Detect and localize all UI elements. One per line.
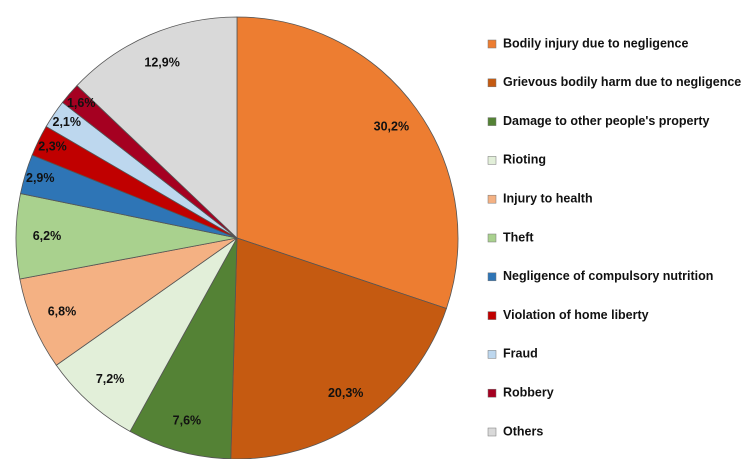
legend-label: Violation of home liberty bbox=[503, 308, 649, 322]
pie-slice bbox=[236, 16, 459, 310]
legend-swatch bbox=[487, 311, 497, 320]
data-label: 7,2% bbox=[96, 372, 125, 386]
legend-label: Theft bbox=[503, 230, 534, 244]
legend-swatch bbox=[487, 427, 497, 437]
data-label: 2,3% bbox=[38, 140, 67, 154]
legend-label: Injury to health bbox=[503, 191, 593, 205]
legend-label: Fraud bbox=[503, 347, 538, 361]
legend-label: Others bbox=[503, 424, 543, 438]
legend-swatch bbox=[487, 388, 497, 398]
data-label: 12,9% bbox=[144, 56, 179, 70]
data-label: 7,6% bbox=[173, 414, 202, 428]
legend-label: Rioting bbox=[503, 153, 546, 167]
pie-slice bbox=[76, 16, 238, 239]
legend-label: Robbery bbox=[503, 385, 554, 399]
data-label: 6,8% bbox=[48, 304, 77, 318]
legend-label: Grievous bodily harm due to negligence bbox=[503, 75, 741, 89]
legend-swatch bbox=[487, 117, 497, 126]
legend-label: Bodily injury due to negligence bbox=[503, 36, 688, 50]
pie-slice bbox=[230, 237, 447, 459]
legend-swatch bbox=[487, 39, 497, 49]
legend-swatch bbox=[487, 272, 497, 282]
data-label: 2,1% bbox=[53, 115, 82, 129]
legend-label: Damage to other people's property bbox=[503, 114, 710, 128]
data-label: 30,2% bbox=[374, 119, 409, 133]
data-label: 20,3% bbox=[328, 386, 363, 400]
legend-swatch bbox=[487, 78, 497, 88]
legend-swatch bbox=[487, 350, 497, 359]
data-label: 2,9% bbox=[26, 171, 55, 185]
data-label: 6,2% bbox=[33, 229, 62, 243]
legend-label: Negligence of compulsory nutrition bbox=[503, 269, 713, 283]
pie-slice bbox=[55, 237, 238, 432]
legend-swatch bbox=[487, 194, 497, 204]
legend-swatch bbox=[487, 156, 497, 165]
data-label: 1,6% bbox=[67, 96, 96, 110]
legend-swatch bbox=[487, 233, 497, 243]
